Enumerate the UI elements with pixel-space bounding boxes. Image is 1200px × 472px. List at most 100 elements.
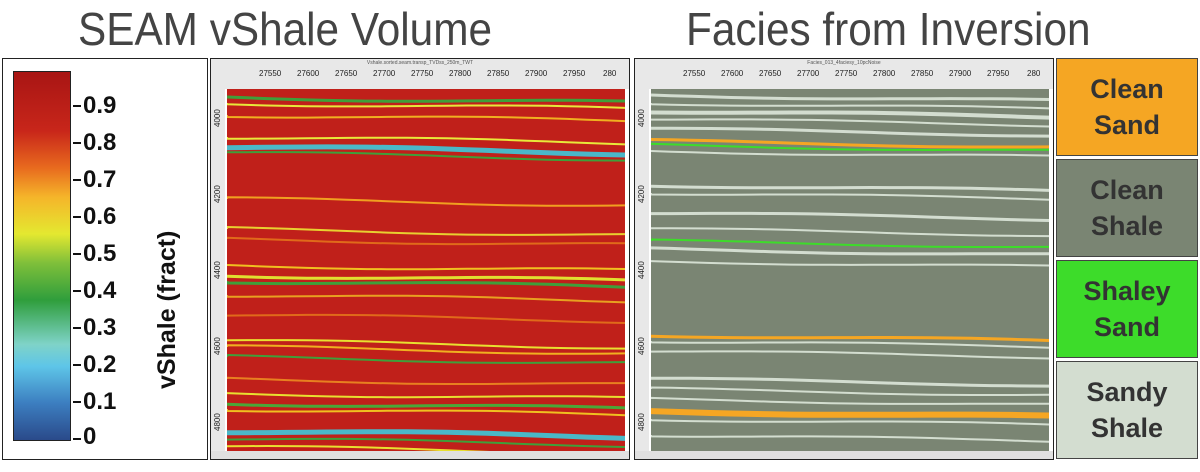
facies-layer [651,376,1049,388]
plot-caption: Vshale.sorted.seam.transp_TVDss_250m_TWT [366,60,474,66]
y-tick: 4800 [637,413,646,431]
facies-layer [651,341,1049,349]
tick-mark [73,290,81,292]
tick-label: 0.2 [83,351,117,378]
tick-label: 0 [83,423,97,450]
vshale-layer [227,264,625,271]
vshale-layer [227,144,625,158]
facies-layer [651,110,1049,120]
facies-layer [651,93,1049,102]
vshale-layer [227,437,625,448]
tick-mark [73,253,81,255]
x-tick: 27850 [911,69,934,78]
title-seam-vshale: SEAM vShale Volume [78,3,493,55]
x-tick: 27700 [373,69,396,78]
facies-layer [651,211,1049,222]
vshale-layer [227,313,625,324]
x-tick: 27900 [949,69,972,78]
x-axis-bar: Facies_013_4faciesy_10pcNoise 27550 2760… [635,59,1053,89]
x-tick: 280 [603,69,617,78]
facies-layers-svg [651,89,1049,451]
vshale-layer [227,402,625,410]
y-tick: 4000 [213,109,222,127]
x-tick: 27750 [835,69,858,78]
legend-shaley-sand: Shaley Sand [1056,260,1198,358]
plot-caption: Facies_013_4faciesy_10pcNoise [807,60,881,66]
facies-layer [651,386,1049,396]
tick-label: 0.4 [83,277,117,304]
facies-layer [651,246,1049,256]
vshale-layer [227,294,625,304]
vshale-image[interactable] [227,89,625,451]
facies-section: Facies_013_4faciesy_10pcNoise 27550 2760… [634,58,1054,460]
x-axis-bar: Vshale.sorted.seam.transp_TVDss_250m_TWT… [211,59,629,89]
facies-layer [651,193,1049,201]
legend-label: Clean Shale [1090,175,1164,241]
facies-layer [651,103,1049,110]
colorbar-gradient [13,71,71,441]
facies-legend: Clean Sand Clean Shale Shaley Sand Sandy… [1056,58,1198,460]
colorbar-axis-label: vShale (fract) [153,230,181,389]
vshale-layer [227,103,625,109]
facies-layer [651,142,1049,152]
vshale-section: Vshale.sorted.seam.transp_TVDss_250m_TWT… [210,58,630,460]
vshale-layer [227,225,625,236]
x-tick: 27550 [683,69,706,78]
vshale-layer [227,281,625,289]
x-tick: 27650 [335,69,358,78]
tick-mark [73,438,81,440]
tick-mark [73,216,81,218]
facies-layer [651,334,1049,342]
y-tick: 4200 [637,185,646,203]
vshale-layer [227,196,625,207]
tick-mark [73,401,81,403]
facies-layer [651,150,1049,157]
x-tick: 27650 [759,69,782,78]
vshale-layer [227,429,625,441]
vshale-layer [227,339,625,350]
legend-clean-sand: Clean Sand [1056,58,1198,156]
vshale-layer [227,236,625,246]
facies-layer [651,419,1049,426]
facies-layer [651,137,1049,149]
tick-label: 0.1 [83,388,117,415]
tick-label: 0.3 [83,314,117,341]
facies-layer [651,435,1049,443]
vshale-layer [227,409,625,417]
legend-label: Sandy Shale [1086,377,1168,443]
facies-layer [651,227,1049,238]
vshale-layer [227,392,625,399]
tick-label: 0.7 [83,166,117,193]
vshale-layer [227,151,625,162]
horizontal-scrollbar[interactable] [635,451,1053,459]
legend-sandy-shale: Sandy Shale [1056,361,1198,459]
x-tick: 27800 [873,69,896,78]
facies-layer [651,350,1049,360]
horizontal-scrollbar[interactable] [211,451,629,459]
x-tick: 27600 [721,69,744,78]
vshale-layer [227,95,625,103]
vshale-layer [227,444,490,451]
x-tick: 27900 [525,69,548,78]
vshale-layer [227,136,625,146]
vshale-layer [227,376,625,385]
legend-clean-shale: Clean Shale [1056,159,1198,257]
tick-label: 0.5 [83,240,117,267]
facies-layer [651,184,1049,192]
tick-label: 0.9 [83,92,117,119]
facies-layer [651,238,1049,248]
tick-mark [73,327,81,329]
y-tick: 4000 [637,109,646,127]
y-tick: 4600 [213,337,222,355]
facies-layer [651,118,1049,128]
x-tick: 27550 [259,69,282,78]
x-tick: 27800 [449,69,472,78]
tick-label: 0.6 [83,203,117,230]
vshale-layers-svg [227,89,625,451]
legend-label: Shaley Sand [1083,276,1171,342]
vshale-layer [227,353,625,364]
facies-layer [651,396,1049,405]
vshale-layer [227,274,625,282]
facies-image[interactable] [651,89,1049,451]
x-tick: 27850 [487,69,510,78]
